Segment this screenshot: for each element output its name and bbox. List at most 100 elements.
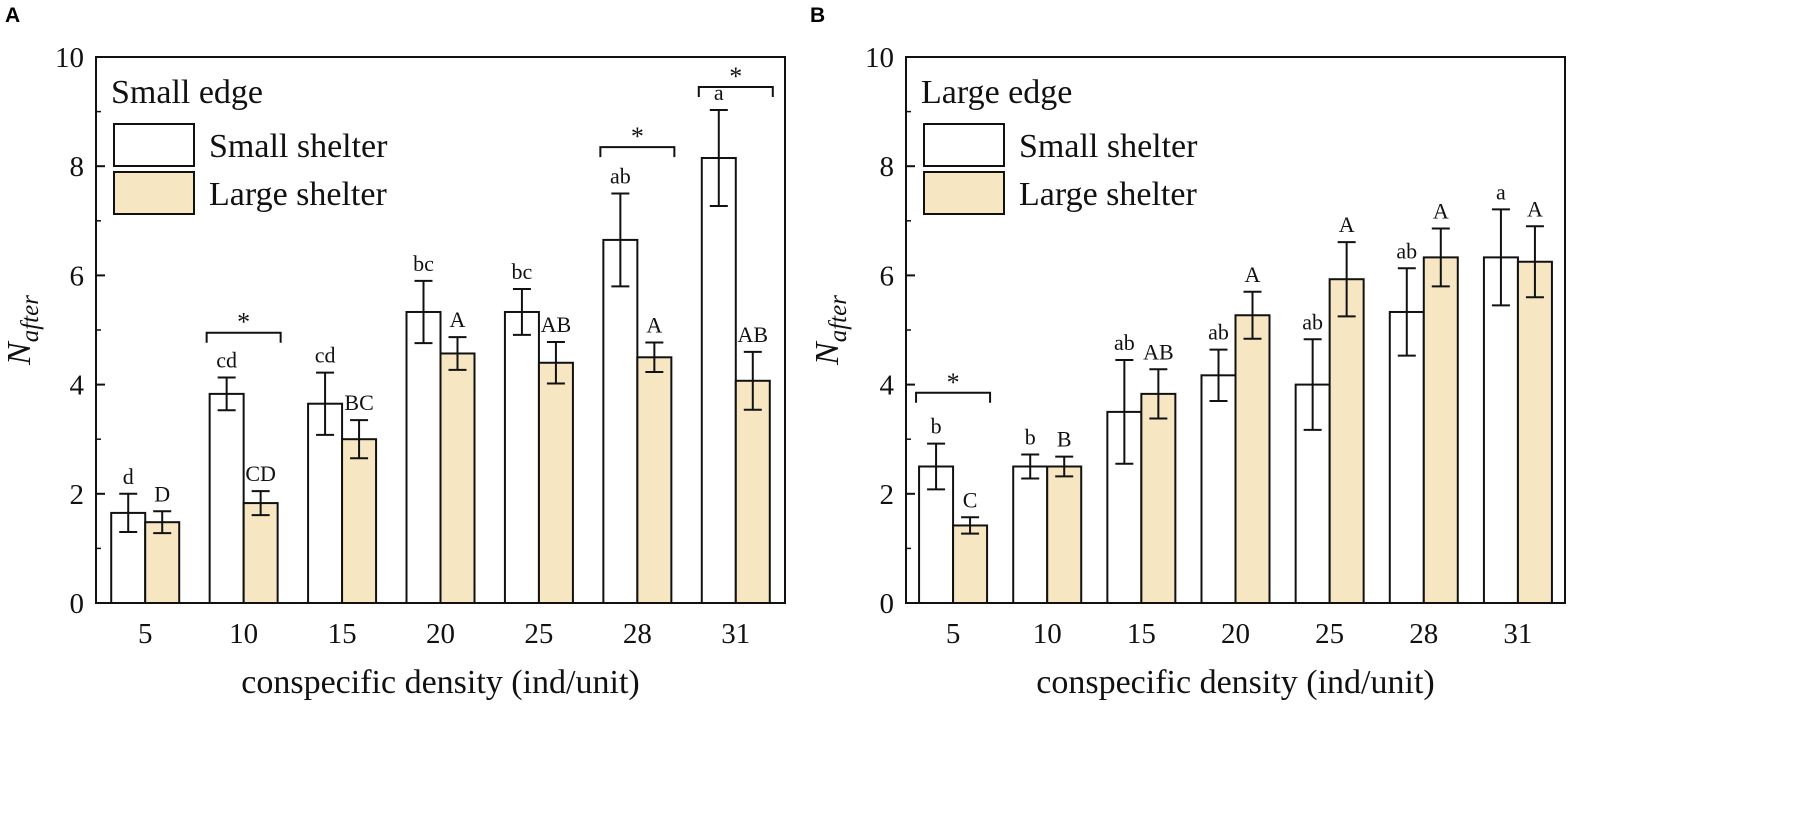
legend-label: Large shelter: [209, 176, 387, 213]
panel-title: Small edge: [111, 74, 263, 111]
panel-title: Large edge: [921, 74, 1072, 111]
significance-letter-small-shelter: ab: [1208, 320, 1229, 345]
y-tick-label: 8: [880, 151, 895, 183]
y-tick-label: 10: [55, 42, 84, 74]
significance-letter-large-shelter: CD: [245, 461, 276, 486]
significance-letter-small-shelter: cd: [216, 348, 237, 373]
x-tick-label: 20: [1221, 618, 1250, 650]
y-tick-label: 2: [70, 479, 85, 511]
y-tick-label: 8: [70, 151, 85, 183]
x-tick-label: 20: [426, 618, 455, 650]
significance-letter-large-shelter: C: [963, 487, 978, 512]
significance-letter-large-shelter: AB: [1143, 339, 1174, 364]
bar-large-shelter: [1422, 256, 1459, 604]
significance-letter-small-shelter: bc: [512, 259, 533, 284]
significance-letter-small-shelter: cd: [315, 343, 336, 368]
significance-bracket: [697, 86, 774, 98]
significance-letter-small-shelter: ab: [1114, 330, 1135, 355]
panel-label: A: [5, 4, 20, 27]
bar-large-shelter: [1328, 278, 1365, 604]
y-tick-label: 0: [880, 588, 895, 620]
significance-letter-large-shelter: A: [1339, 212, 1355, 237]
bar-small-shelter: [1200, 374, 1237, 604]
significance-letter-large-shelter: AB: [738, 322, 769, 347]
y-tick-label: 2: [880, 479, 895, 511]
legend-label: Small shelter: [209, 128, 388, 165]
significance-star: *: [729, 62, 742, 91]
x-tick-label: 15: [328, 618, 357, 650]
significance-star: *: [237, 308, 250, 337]
y-axis-label: Nafter: [1, 295, 44, 366]
significance-letter-large-shelter: A: [450, 307, 466, 332]
significance-bracket: [915, 391, 992, 403]
y-axis-label-main: N: [1, 340, 38, 366]
y-tick-label: 10: [865, 42, 894, 74]
x-axis-label: conspecific density (ind/unit): [241, 664, 639, 701]
x-axis-label: conspecific density (ind/unit): [1036, 664, 1434, 701]
significance-letter-large-shelter: BC: [344, 390, 373, 415]
bar-small-shelter: [503, 310, 540, 604]
significance-letter-small-shelter: bc: [413, 251, 434, 276]
bar-large-shelter: [1046, 465, 1083, 604]
x-tick-label: 10: [1033, 618, 1062, 650]
x-tick-label: 15: [1127, 618, 1156, 650]
y-tick-label: 6: [70, 260, 85, 292]
legend-swatch-large-shelter: [113, 171, 195, 215]
y-axis-label-sub: after: [825, 295, 852, 342]
x-tick-label: 28: [1409, 618, 1438, 650]
significance-letter-large-shelter: B: [1057, 427, 1072, 452]
legend-swatch-small-shelter: [923, 123, 1005, 167]
significance-letter-large-shelter: A: [1527, 196, 1543, 221]
bar-large-shelter: [1140, 392, 1177, 604]
significance-letter-small-shelter: d: [123, 464, 134, 489]
x-tick-label: 31: [1503, 618, 1532, 650]
legend-swatch-large-shelter: [923, 171, 1005, 215]
bar-large-shelter: [144, 521, 181, 605]
significance-letter-small-shelter: a: [714, 80, 724, 105]
y-tick-label: 4: [880, 370, 895, 402]
y-tick-label: 0: [70, 588, 85, 620]
y-axis-label-main: N: [809, 340, 846, 366]
bar-large-shelter: [341, 438, 378, 605]
bar-large-shelter: [537, 361, 574, 605]
bar-small-shelter: [307, 402, 344, 604]
significance-star: *: [631, 122, 644, 151]
x-tick-label: 10: [229, 618, 258, 650]
x-tick-label: 25: [1315, 618, 1344, 650]
significance-star: *: [947, 368, 960, 397]
legend-label: Small shelter: [1019, 128, 1198, 165]
y-axis-label-sub: after: [17, 295, 44, 342]
x-tick-label: 25: [524, 618, 553, 650]
x-tick-label: 5: [138, 618, 153, 650]
y-axis-label: Nafter: [809, 295, 852, 366]
significance-bracket: [205, 331, 282, 343]
significance-letter-small-shelter: b: [931, 414, 942, 439]
bar-small-shelter: [208, 392, 245, 604]
bar-small-shelter: [1012, 465, 1049, 604]
significance-letter-small-shelter: ab: [610, 164, 631, 189]
y-tick-label: 4: [70, 370, 85, 402]
x-tick-label: 5: [946, 618, 961, 650]
bar-large-shelter: [1516, 260, 1553, 604]
significance-letter-small-shelter: a: [1496, 179, 1506, 204]
bar-large-shelter: [439, 352, 476, 604]
significance-letter-small-shelter: b: [1025, 424, 1036, 449]
significance-bracket: [599, 146, 676, 158]
chart-panel-b: B 0 2 4 6 8 10 Nafter conspecific density (ind/u…: [809, 4, 1566, 701]
bar-large-shelter: [952, 524, 989, 605]
x-tick-label: 31: [721, 618, 750, 650]
y-tick-label: 6: [880, 260, 895, 292]
significance-letter-large-shelter: A: [1245, 262, 1261, 287]
significance-letter-small-shelter: ab: [1396, 238, 1417, 263]
bar-large-shelter: [1234, 314, 1271, 604]
legend-swatch-small-shelter: [113, 123, 195, 167]
panel-label: B: [810, 4, 825, 27]
bar-large-shelter: [734, 379, 771, 605]
significance-letter-large-shelter: D: [154, 481, 170, 506]
legend-label: Large shelter: [1019, 176, 1197, 213]
significance-letter-large-shelter: A: [646, 313, 662, 338]
bar-large-shelter: [242, 502, 279, 604]
x-tick-label: 28: [623, 618, 652, 650]
significance-letter-small-shelter: ab: [1302, 309, 1323, 334]
